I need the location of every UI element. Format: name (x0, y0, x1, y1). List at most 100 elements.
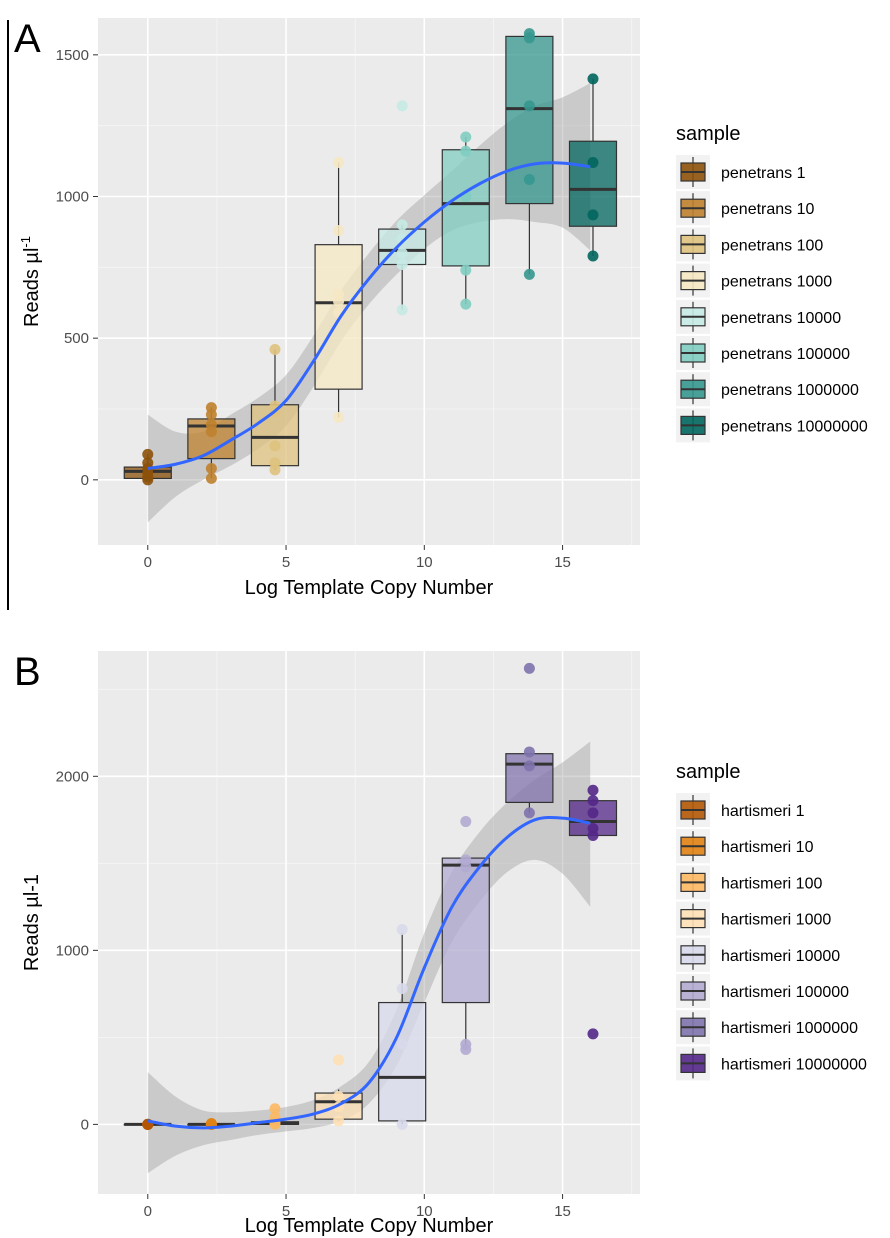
data-point (460, 816, 472, 828)
data-point (205, 419, 217, 431)
data-point (269, 457, 281, 469)
legend-item-5: hartismeri 10000 (676, 937, 840, 972)
data-point (587, 209, 599, 221)
x-tick-label: 5 (282, 1203, 290, 1220)
x-axis-title: Log Template Copy Number (245, 577, 494, 599)
data-point (460, 131, 472, 143)
data-point (205, 402, 217, 414)
box-3 (250, 344, 300, 476)
confidence-ribbon (147, 741, 591, 1174)
data-point (269, 1103, 281, 1115)
legend-item-5: penetrans 10000 (676, 299, 841, 334)
y-tick-label: 500 (64, 330, 89, 347)
legend-label: penetrans 100000 (721, 346, 850, 363)
y-axis-title-superscript: -1 (18, 236, 33, 248)
data-point (460, 264, 472, 276)
legend-item-4: penetrans 1000 (676, 263, 832, 298)
data-point (205, 472, 217, 484)
smooth-line (147, 816, 591, 1130)
legend-item-4: hartismeri 1000 (676, 901, 831, 936)
legend-item-1: penetrans 1 (676, 155, 806, 189)
panel-a-chart: 0 5 10 15 0 500 1000 1500 Log Template Copy Numb… (18, 18, 868, 599)
legend-label: penetrans 100 (721, 237, 823, 254)
data-point (523, 662, 535, 674)
x-tick-label: 10 (416, 1203, 433, 1220)
data-point (333, 157, 345, 168)
data-point (587, 795, 599, 807)
legend-label: penetrans 10000000 (721, 418, 868, 435)
y-axis-title: Reads µl-1 (21, 874, 43, 971)
data-point (269, 344, 281, 355)
data-point (205, 463, 217, 474)
legend-item-3: hartismeri 100 (676, 865, 822, 900)
data-point (587, 823, 599, 835)
box-6 (441, 816, 490, 1056)
data-point (587, 784, 599, 796)
x-tick-label: 5 (282, 554, 290, 571)
data-point (460, 854, 472, 866)
legend-item-8: penetrans 10000000 (676, 408, 868, 443)
box-body (441, 857, 490, 1004)
box-7 (505, 662, 554, 819)
box-body (378, 1001, 427, 1122)
data-point (587, 807, 599, 819)
legend-label: penetrans 10000 (721, 310, 841, 327)
panel-b-label: B (14, 650, 41, 694)
legend-item-6: penetrans 100000 (676, 336, 850, 370)
box-body (441, 149, 490, 267)
x-tick-label: 15 (554, 1203, 571, 1220)
data-point (523, 760, 535, 772)
legend-label: hartismeri 10000000 (721, 1056, 867, 1073)
data-point (396, 100, 408, 112)
data-point (396, 233, 408, 245)
y-tick-label: 1500 (56, 47, 89, 64)
data-point (460, 298, 472, 310)
data-point (523, 268, 535, 280)
data-point (523, 28, 535, 40)
legend-label: penetrans 1 (721, 165, 806, 182)
y-tick-label: 2000 (56, 768, 89, 785)
y-tick-label: 1000 (56, 942, 89, 959)
data-point (396, 1118, 408, 1130)
y-tick-label: 0 (81, 1116, 89, 1133)
legend-item-8: hartismeri 10000000 (676, 1046, 867, 1081)
data-point (460, 145, 472, 157)
data-point (587, 1028, 599, 1040)
data-point (396, 259, 408, 270)
legend-title: sample (676, 761, 740, 783)
legend-title: sample (676, 123, 740, 145)
plot-panel (98, 651, 640, 1194)
data-point (523, 174, 535, 185)
data-point (333, 288, 345, 300)
legend-item-1: hartismeri 1 (676, 793, 805, 827)
y-tick-label: 0 (81, 472, 89, 489)
x-tick-label: 15 (554, 554, 571, 571)
x-axis-title: Log Template Copy Number (245, 1215, 494, 1237)
legend-item-6: hartismeri 100000 (676, 974, 849, 1008)
y-axis-title: Reads µl-1 (18, 236, 43, 327)
data-point (396, 247, 408, 259)
data-point (333, 1054, 345, 1066)
legend-item-3: penetrans 100 (676, 227, 823, 262)
data-point (396, 304, 408, 316)
legend-label: penetrans 10 (721, 201, 815, 218)
legend-item-2: penetrans 10 (676, 191, 815, 226)
smooth-line (147, 161, 591, 470)
box-7 (505, 28, 554, 280)
legend-item-7: penetrans 1000000 (676, 372, 859, 407)
legend-label: hartismeri 100 (721, 875, 822, 892)
data-point (333, 412, 345, 423)
data-point (523, 746, 535, 758)
legend-label: hartismeri 1000000 (721, 1020, 858, 1037)
data-point (333, 225, 345, 236)
y-tick-label: 1000 (56, 189, 89, 206)
legend-label: penetrans 1000 (721, 274, 832, 291)
data-point (523, 807, 535, 819)
legend-item-2: hartismeri 10 (676, 829, 814, 864)
panel-b-chart: 0 5 10 15 0 1000 2000 Log Template Copy Number R… (21, 651, 867, 1237)
x-tick-label: 10 (416, 554, 433, 571)
data-point (269, 440, 281, 452)
data-point (396, 983, 408, 995)
legend-label: hartismeri 1 (721, 803, 805, 820)
data-point (587, 73, 599, 85)
